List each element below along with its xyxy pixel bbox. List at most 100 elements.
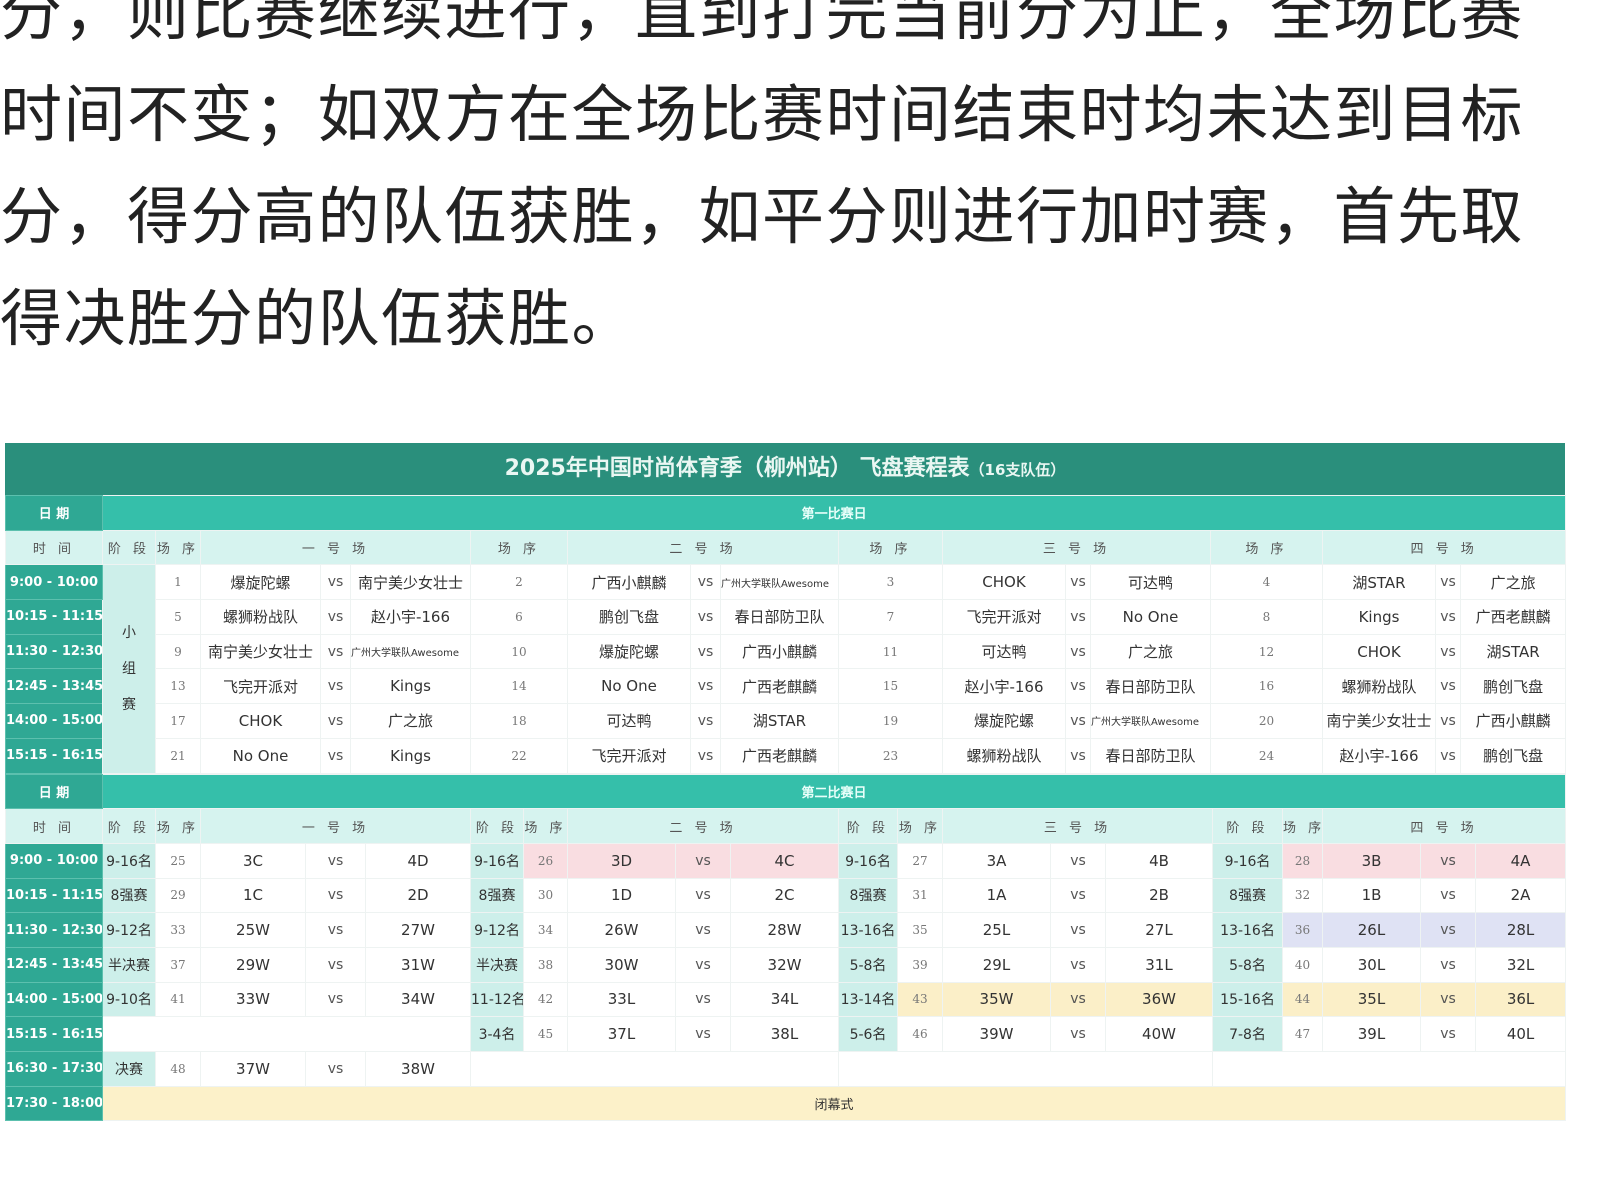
match-no-header: 场 序 — [470, 529, 568, 566]
vs-label: vs — [1050, 912, 1106, 948]
match-no: 7 — [838, 599, 943, 635]
time-cell: 15:15 - 16:15 — [5, 1016, 103, 1052]
date-label: 日 期 — [5, 495, 103, 531]
field-header: 三 号 场 — [942, 808, 1213, 844]
match-no: 22 — [470, 737, 568, 774]
match-no: 32 — [1282, 877, 1323, 914]
team-b: 31L — [1105, 946, 1213, 983]
header-row: 时 间阶 段场 序一 号 场场 序二 号 场场 序三 号 场场 序四 号 场 — [5, 529, 1567, 566]
match-no-header: 场 序 — [1282, 808, 1323, 844]
team-a: 南宁美少女壮士 — [1322, 703, 1436, 739]
match-no: 14 — [470, 668, 568, 705]
team-a: 25L — [942, 912, 1051, 948]
vs-label: vs — [1050, 842, 1106, 879]
team-b: 27W — [365, 912, 471, 948]
stage-cell: 决赛 — [102, 1051, 156, 1087]
match-no: 48 — [155, 1051, 201, 1087]
vs-label: vs — [675, 912, 731, 948]
field-header: 四 号 场 — [1321, 808, 1567, 844]
stage-cell: 9-16名 — [470, 842, 524, 879]
match-no-header: 场 序 — [897, 808, 943, 844]
header-row: 时 间阶 段场 序一 号 场阶 段场 序二 号 场阶 段场 序三 号 场阶 段场… — [5, 808, 1567, 844]
time-cell: 10:15 - 11:15 — [5, 599, 103, 635]
stage-cell: 半决赛 — [470, 946, 524, 983]
field-header: 四 号 场 — [1321, 529, 1567, 566]
empty-cell — [102, 1016, 471, 1052]
team-b: 31W — [365, 946, 471, 983]
team-b: 广西小麒麟 — [1459, 703, 1567, 739]
vs-label: vs — [320, 633, 351, 670]
match-no: 2 — [470, 564, 568, 601]
stage-header: 阶 段 — [102, 808, 156, 844]
field-header: 三 号 场 — [942, 529, 1211, 566]
team-a: No One — [567, 668, 691, 705]
table-row: 11:30 - 12:30 9 南宁美少女壮士 vs 广州大学联队Awesome 10 爆旋… — [5, 633, 1567, 670]
team-a: 鹏创飞盘 — [567, 599, 691, 635]
team-b: 春日部防卫队 — [1090, 668, 1211, 705]
vs-label: vs — [305, 981, 366, 1018]
team-a: 湖STAR — [1322, 564, 1436, 601]
vs-label: vs — [320, 564, 351, 601]
match-no: 34 — [523, 912, 568, 948]
team-b: 赵小宇-166 — [350, 599, 471, 635]
team-b: 40L — [1474, 1016, 1567, 1052]
field-header: 一 号 场 — [200, 808, 471, 844]
field-header: 二 号 场 — [567, 529, 839, 566]
match-no: 37 — [155, 946, 201, 983]
team-b: 4D — [365, 842, 471, 879]
match-no: 3 — [838, 564, 943, 601]
team-a: 33L — [567, 981, 676, 1018]
vs-label: vs — [305, 877, 366, 914]
vs-label: vs — [1420, 912, 1476, 948]
team-b: 2A — [1474, 877, 1567, 914]
stage-text: 小组赛 — [122, 624, 136, 713]
vs-label: vs — [1420, 946, 1476, 983]
table-row: 15:15 - 16:15 21 No One vs Kings 22 飞完开派对 vs 广西老… — [5, 737, 1567, 774]
vs-label: vs — [305, 1051, 366, 1087]
team-b: 南宁美少女壮士 — [350, 564, 471, 601]
match-no: 25 — [155, 842, 201, 879]
vs-label: vs — [1065, 737, 1091, 774]
team-a: CHOK — [942, 564, 1066, 601]
vs-label: vs — [1050, 1016, 1106, 1052]
team-b: 34L — [730, 981, 839, 1018]
time-cell: 15:15 - 16:15 — [5, 737, 103, 774]
team-a: 33W — [200, 981, 306, 1018]
match-no: 35 — [897, 912, 943, 948]
match-no: 42 — [523, 981, 568, 1018]
vs-label: vs — [675, 842, 731, 879]
title-note: （16支队伍） — [969, 461, 1066, 479]
match-no: 45 — [523, 1016, 568, 1052]
rules-paragraph: 分，则比赛继续进行，直到打完当前分为止，全场比赛 时间不变；如双方在全场比赛时间… — [0, 0, 1600, 370]
team-b: 鹏创飞盘 — [1459, 737, 1567, 774]
vs-label: vs — [305, 946, 366, 983]
vs-label: vs — [690, 703, 721, 739]
title-text: 2025年中国时尚体育季（柳州站） 飞盘赛程表 — [504, 456, 970, 481]
table-row: 10:15 - 11:15 5 螺狮粉战队 vs 赵小宇-166 6 鹏创飞盘 vs 春日部防卫… — [5, 599, 1567, 635]
match-no-header: 场 序 — [523, 808, 568, 844]
date-row: 日 期第一比赛日 — [5, 495, 1567, 531]
team-a: 爆旋陀螺 — [567, 633, 691, 670]
vs-label: vs — [305, 912, 366, 948]
vs-label: vs — [1435, 599, 1461, 635]
team-b: 可达鸭 — [1090, 564, 1211, 601]
stage-cell: 5-6名 — [838, 1016, 898, 1052]
team-a: 29W — [200, 946, 306, 983]
team-b: 36L — [1474, 981, 1567, 1018]
stage-cell: 3-4名 — [470, 1016, 524, 1052]
time-cell: 12:45 - 13:45 — [5, 668, 103, 705]
team-a: 3A — [942, 842, 1051, 879]
field-header: 二 号 场 — [567, 808, 839, 844]
team-a: 35L — [1322, 981, 1421, 1018]
match-no: 41 — [155, 981, 201, 1018]
match-no: 27 — [897, 842, 943, 879]
team-b: 广州大学联队Awesome — [1090, 703, 1211, 739]
team-b: Kings — [350, 668, 471, 705]
vs-label: vs — [320, 668, 351, 705]
match-no: 23 — [838, 737, 943, 774]
stage-cell: 13-16名 — [1212, 912, 1283, 948]
team-b: 广西小麒麟 — [720, 633, 839, 670]
paragraph-line: 得决胜分的队伍获胜。 — [0, 282, 636, 355]
team-a: 可达鸭 — [942, 633, 1066, 670]
team-a: No One — [200, 737, 321, 774]
